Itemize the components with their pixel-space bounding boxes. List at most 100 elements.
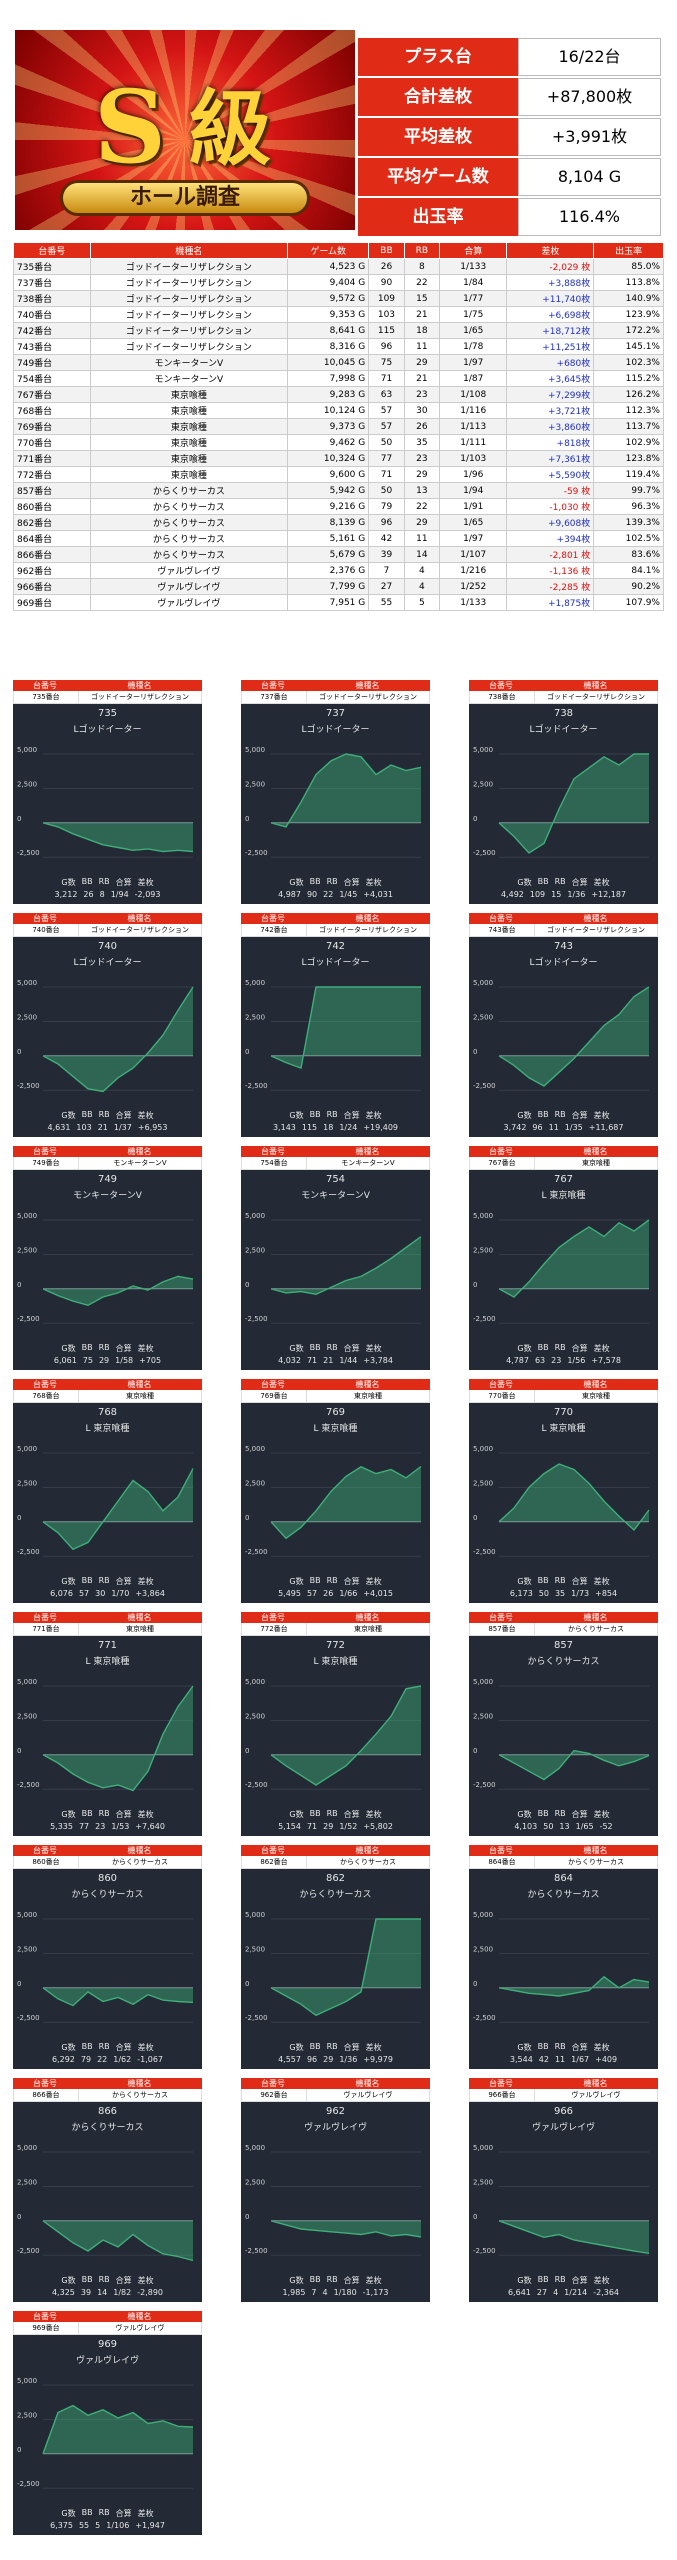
table-cell: 96 xyxy=(368,338,405,355)
stat-value: 75 xyxy=(82,1356,93,1365)
card-header-no-label: 台番号 xyxy=(489,2079,513,2088)
machine-card[interactable]: 台番号 機種名 742番台 ゴッドイーターリザレクション 742 Lゴッドイーター 5,00… xyxy=(241,913,430,1137)
machine-card[interactable]: 台番号 機種名 737番台 ゴッドイーターリザレクション 737 Lゴッドイーター 5,00… xyxy=(241,680,430,904)
table-cell: 90.2% xyxy=(593,578,664,595)
machine-card[interactable]: 台番号 機種名 743番台 ゴッドイーターリザレクション 743 Lゴッドイーター 5,00… xyxy=(469,913,658,1137)
table-cell: 1/87 xyxy=(439,370,508,387)
table-cell: 2,376 G xyxy=(287,562,370,579)
table-row: 969番台 ヴァルヴレイヴ 7,951 G 55 5 1/133 +1,875枚 107.9% xyxy=(13,594,664,611)
stat-value: 35 xyxy=(554,1589,566,1598)
graph-number: 769 xyxy=(325,1407,346,1418)
machine-card[interactable]: 台番号 機種名 862番台 からくりサーカス 862 からくりサーカス 5,000 2,500… xyxy=(241,1845,430,2069)
table-cell: 769番台 xyxy=(13,418,91,435)
stat-label: G数 xyxy=(61,878,76,887)
table-cell: 57 xyxy=(368,418,405,435)
y-tick-label: -2,500 xyxy=(473,1781,496,1789)
slump-graph: 769 L 東京喰種 5,000 2,500 0 -2,500 G数 BB RB 合算 差枚 5,49… xyxy=(241,1403,430,1603)
card-subheader: 770番台 東京喰種 xyxy=(469,1390,658,1403)
card-machine-name: ゴッドイーターリザレクション xyxy=(547,693,645,701)
graph-number: 860 xyxy=(97,1873,118,1884)
table-cell: -59 枚 xyxy=(506,482,595,499)
y-tick-label: -2,500 xyxy=(473,2247,496,2255)
stat-value: 6,173 xyxy=(509,1589,533,1598)
y-tick-label: 5,000 xyxy=(17,1911,37,1919)
card-header: 台番号 機種名 xyxy=(469,2078,658,2089)
machine-card[interactable]: 台番号 機種名 860番台 からくりサーカス 860 からくりサーカス 5,000 2,500… xyxy=(13,1845,202,2069)
card-machine-name: 東京喰種 xyxy=(126,1625,154,1633)
machine-card[interactable]: 台番号 機種名 857番台 からくりサーカス 857 からくりサーカス 5,000 2,500… xyxy=(469,1612,658,1836)
table-cell: 737番台 xyxy=(13,274,91,291)
card-machine-number: 864番台 xyxy=(470,1856,535,1868)
slump-graph: 857 からくりサーカス 5,000 2,500 0 -2,500 G数 BB RB 合算 差枚 4,… xyxy=(469,1636,658,1836)
stat-label: 差枚 xyxy=(365,878,382,887)
table-header-cell: ゲーム数 xyxy=(287,242,370,259)
stat-label: 合算 xyxy=(571,1810,588,1819)
slump-graph: 754 モンキーターンV 5,000 2,500 0 -2,500 G数 BB RB 合算 差枚 4,… xyxy=(241,1170,430,1370)
slump-line xyxy=(42,2404,194,2455)
table-cell: 23 xyxy=(403,450,441,467)
stats-values: 3,143 115 18 1/24 +19,409 xyxy=(241,1123,430,1132)
y-tick-label: 5,000 xyxy=(17,1212,37,1220)
stat-value: 5 xyxy=(95,2521,101,2530)
card-header-name-label: 機種名 xyxy=(355,1147,380,1156)
stat-value: 26 xyxy=(323,1589,334,1598)
card-header: 台番号 機種名 xyxy=(13,1146,202,1157)
graph-machine-name: モンキーターンV xyxy=(73,1191,142,1201)
stat-label: 差枚 xyxy=(593,1111,610,1120)
machine-card[interactable]: 台番号 機種名 754番台 モンキーターンV 754 モンキーターンV 5,000 2,500… xyxy=(241,1146,430,1370)
machine-card[interactable]: 台番号 機種名 770番台 東京喰種 770 L 東京喰種 5,000 2,500 0 -2,50… xyxy=(469,1379,658,1603)
graph-machine-name: ヴァルヴレイヴ xyxy=(531,2123,595,2133)
stat-value: 1/94 xyxy=(110,890,129,899)
stat-value: -52 xyxy=(599,1822,613,1831)
summary-row: 平均ゲーム数 8,104 G xyxy=(358,158,661,196)
stat-value: +705 xyxy=(139,1356,162,1365)
stat-label: 差枚 xyxy=(137,2276,154,2285)
table-cell: 4,523 G xyxy=(287,258,370,275)
graph-machine-name: からくりサーカス xyxy=(71,2123,144,2133)
machine-card[interactable]: 台番号 機種名 769番台 東京喰種 769 L 東京喰種 5,000 2,500 0 -2,50… xyxy=(241,1379,430,1603)
stat-label: BB xyxy=(309,2042,321,2051)
slump-line xyxy=(270,753,422,828)
card-header-name-label: 機種名 xyxy=(583,914,608,923)
machine-card[interactable]: 台番号 機種名 738番台 ゴッドイーターリザレクション 738 Lゴッドイーター 5,00… xyxy=(469,680,658,904)
machine-card[interactable]: 台番号 機種名 767番台 東京喰種 767 L 東京喰種 5,000 2,500 0 -2,50… xyxy=(469,1146,658,1370)
stat-label: G数 xyxy=(289,1810,304,1819)
machine-card[interactable]: 台番号 機種名 966番台 ヴァルヴレイヴ 966 ヴァルヴレイヴ 5,000 2,500 0-… xyxy=(469,2078,658,2302)
table-cell: +3,888枚 xyxy=(506,274,595,291)
stat-label: RB xyxy=(98,1809,110,1818)
slump-line xyxy=(270,1685,422,1786)
machine-card[interactable]: 台番号 機種名 749番台 モンキーターンV 749 モンキーターンV 5,000 2,500… xyxy=(13,1146,202,1370)
machine-card[interactable]: 台番号 機種名 735番台 ゴッドイーターリザレクション 735 Lゴッドイーター 5,00… xyxy=(13,680,202,904)
graph-machine-name: Lゴッドイーター xyxy=(73,725,142,735)
machine-card[interactable]: 台番号 機種名 864番台 からくりサーカス 864 からくりサーカス 5,000 2,500… xyxy=(469,1845,658,2069)
machine-card[interactable]: 台番号 機種名 962番台 ヴァルヴレイヴ 962 ヴァルヴレイヴ 5,000 2,500 0-… xyxy=(241,2078,430,2302)
table-cell: からくりサーカス xyxy=(89,530,289,547)
stat-label: BB xyxy=(81,2275,93,2284)
table-cell: 1/96 xyxy=(439,466,508,483)
machine-card[interactable]: 台番号 機種名 866番台 からくりサーカス 866 からくりサーカス 5,000 2,500… xyxy=(13,2078,202,2302)
card-machine-name: からくりサーカス xyxy=(340,1858,396,1866)
y-tick-label: 2,500 xyxy=(245,2178,265,2186)
card-machine-name: ゴッドイーターリザレクション xyxy=(319,926,417,934)
machine-card[interactable]: 台番号 機種名 740番台 ゴッドイーターリザレクション 740 Lゴッドイーター 5,00… xyxy=(13,913,202,1137)
machine-card[interactable]: 台番号 機種名 772番台 東京喰種 772 L 東京喰種 5,000 2,500 0 -2,50… xyxy=(241,1612,430,1836)
machine-card[interactable]: 台番号 機種名 768番台 東京喰種 768 L 東京喰種 5,000 2,500 0 -2,50… xyxy=(13,1379,202,1603)
y-tick-label: 2,500 xyxy=(17,1479,37,1487)
stat-value: 1/35 xyxy=(564,1123,583,1132)
y-tick-label: 5,000 xyxy=(17,1678,37,1686)
card-subheader: 737番台 ゴッドイーターリザレクション xyxy=(241,691,430,704)
table-cell: 767番台 xyxy=(13,386,91,403)
slump-chart: 5,000 2,500 0 -2,500 xyxy=(245,1212,422,1324)
card-subheader: 769番台 東京喰種 xyxy=(241,1390,430,1403)
slump-graph: 738 Lゴッドイーター 5,000 2,500 0 -2,500 G数 BB RB 合算 差枚 4,… xyxy=(469,704,658,904)
slump-line xyxy=(42,986,194,1093)
table-row: 742番台 ゴッドイーターリザレクション 8,641 G 115 18 1/65 +18,7… xyxy=(13,322,664,339)
card-header-name-label: 機種名 xyxy=(127,914,152,923)
stat-value: +4,015 xyxy=(363,1589,393,1598)
slump-graph: 771 L 東京喰種 5,000 2,500 0 -2,500 G数 BB RB 合算 差枚 5,33… xyxy=(13,1636,202,1836)
slump-chart: 5,000 2,500 0 -2,500 xyxy=(245,1445,422,1557)
table-row: 768番台 東京喰種 10,124 G 57 30 1/116 +3,721枚 112.3% xyxy=(13,402,664,419)
table-cell: 東京喰種 xyxy=(89,434,289,451)
machine-card[interactable]: 台番号 機種名 771番台 東京喰種 771 L 東京喰種 5,000 2,500 0 -2,50… xyxy=(13,1612,202,1836)
machine-card[interactable]: 台番号 機種名 969番台 ヴァルヴレイヴ 969 ヴァルヴレイヴ 5,000 2,500 0-… xyxy=(13,2311,202,2535)
